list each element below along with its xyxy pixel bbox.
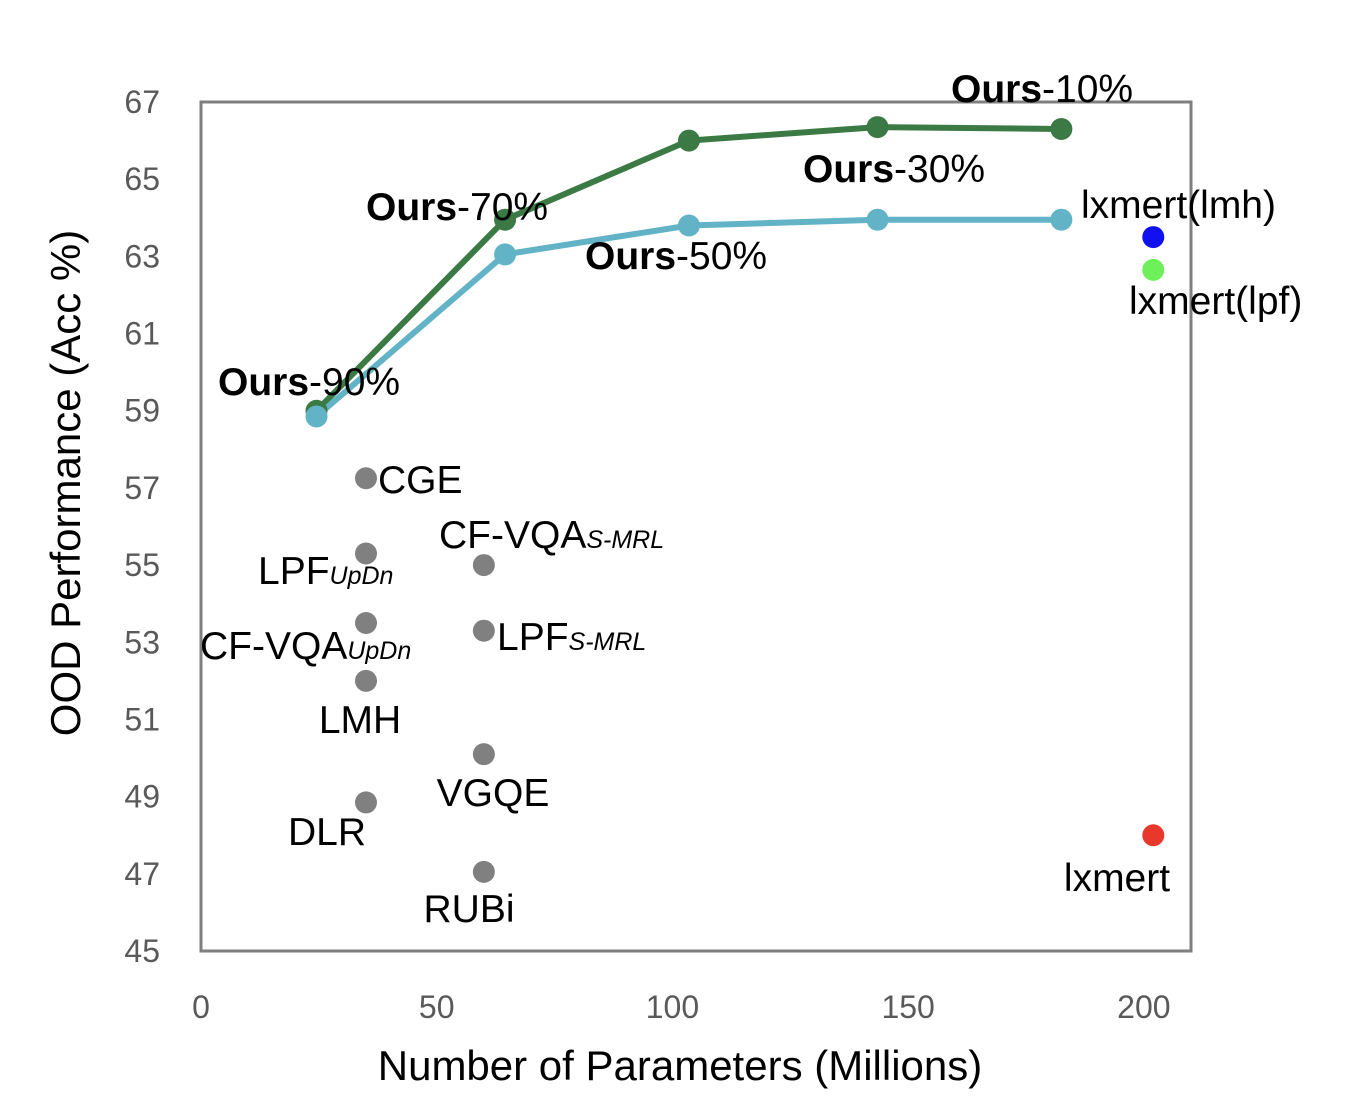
baseline-point xyxy=(355,611,377,634)
baseline-label: CF-VQAS-MRL xyxy=(439,514,664,557)
baseline-label: CGE xyxy=(378,459,463,502)
baseline-point xyxy=(472,619,495,642)
series-point xyxy=(1050,208,1073,231)
baseline-point xyxy=(1142,226,1165,249)
baseline-label: VGQE xyxy=(437,772,550,815)
baseline-point xyxy=(1142,258,1165,281)
series-point xyxy=(866,208,889,231)
baseline-label: CF-VQAUpDn xyxy=(200,625,411,668)
baseline-point xyxy=(1142,824,1165,847)
series-point xyxy=(494,208,517,231)
baseline-label: LMH xyxy=(319,699,401,742)
baseline-point xyxy=(472,554,495,577)
x-tick-label: 50 xyxy=(419,989,455,1025)
x-tick-label: 200 xyxy=(1117,989,1170,1025)
y-tick-label: 53 xyxy=(124,624,160,660)
y-tick-label: 49 xyxy=(124,779,160,815)
ours-label: Ours-10% xyxy=(951,68,1133,111)
ours-label: Ours-90% xyxy=(218,361,400,404)
y-tick-label: 65 xyxy=(124,161,160,197)
x-tick-label: 0 xyxy=(192,989,210,1025)
baseline-label: DLR xyxy=(288,811,366,854)
baseline-label: lxmert(lpf) xyxy=(1129,280,1302,323)
y-tick-label: 47 xyxy=(124,856,160,892)
series-point xyxy=(677,129,700,152)
baseline-point xyxy=(472,743,495,766)
y-tick-labels: 45 47 49 51 53 55 57 59 61 63 65 67 xyxy=(124,84,160,969)
y-tick-label: 61 xyxy=(124,316,160,352)
baseline-point xyxy=(355,542,377,565)
ours-label: Ours-70% xyxy=(366,186,548,229)
point-labels: Ours-90% Ours-70% Ours-50% Ours-30% Ours-10%… xyxy=(200,68,1302,931)
baseline-label: lxmert xyxy=(1064,857,1170,900)
series-point xyxy=(677,214,700,237)
ours-label: Ours-50% xyxy=(585,235,767,278)
x-tick-labels: 0 50 100 150 200 xyxy=(192,989,1170,1025)
y-axis-title: OOD Performance (Acc %) xyxy=(42,230,89,736)
baseline-point xyxy=(355,467,377,490)
series-point xyxy=(305,405,328,428)
y-tick-label: 51 xyxy=(124,701,160,737)
baseline-label: LPFUpDn xyxy=(258,550,393,593)
baseline-point xyxy=(355,791,377,814)
series-point xyxy=(1050,118,1073,141)
plot-frame xyxy=(199,100,1193,953)
series-point xyxy=(866,116,889,139)
y-tick-label: 55 xyxy=(124,547,160,583)
x-axis-title: Number of Parameters (Millions) xyxy=(378,1042,983,1089)
y-tick-label: 59 xyxy=(124,393,160,429)
baseline-label: RUBi xyxy=(423,888,514,931)
series-point xyxy=(494,243,517,266)
x-tick-label: 100 xyxy=(646,989,699,1025)
baseline-label: lxmert(lmh) xyxy=(1081,184,1276,227)
y-tick-label: 67 xyxy=(124,84,160,120)
data-points xyxy=(305,116,1165,883)
y-tick-label: 63 xyxy=(124,238,160,274)
y-tick-label: 45 xyxy=(124,933,160,969)
baseline-point xyxy=(472,860,495,883)
baseline-label: LPFS-MRL xyxy=(497,616,646,659)
ours-label: Ours-30% xyxy=(803,148,985,191)
baseline-point xyxy=(355,669,377,692)
x-tick-label: 150 xyxy=(881,989,934,1025)
y-tick-label: 57 xyxy=(124,470,160,506)
